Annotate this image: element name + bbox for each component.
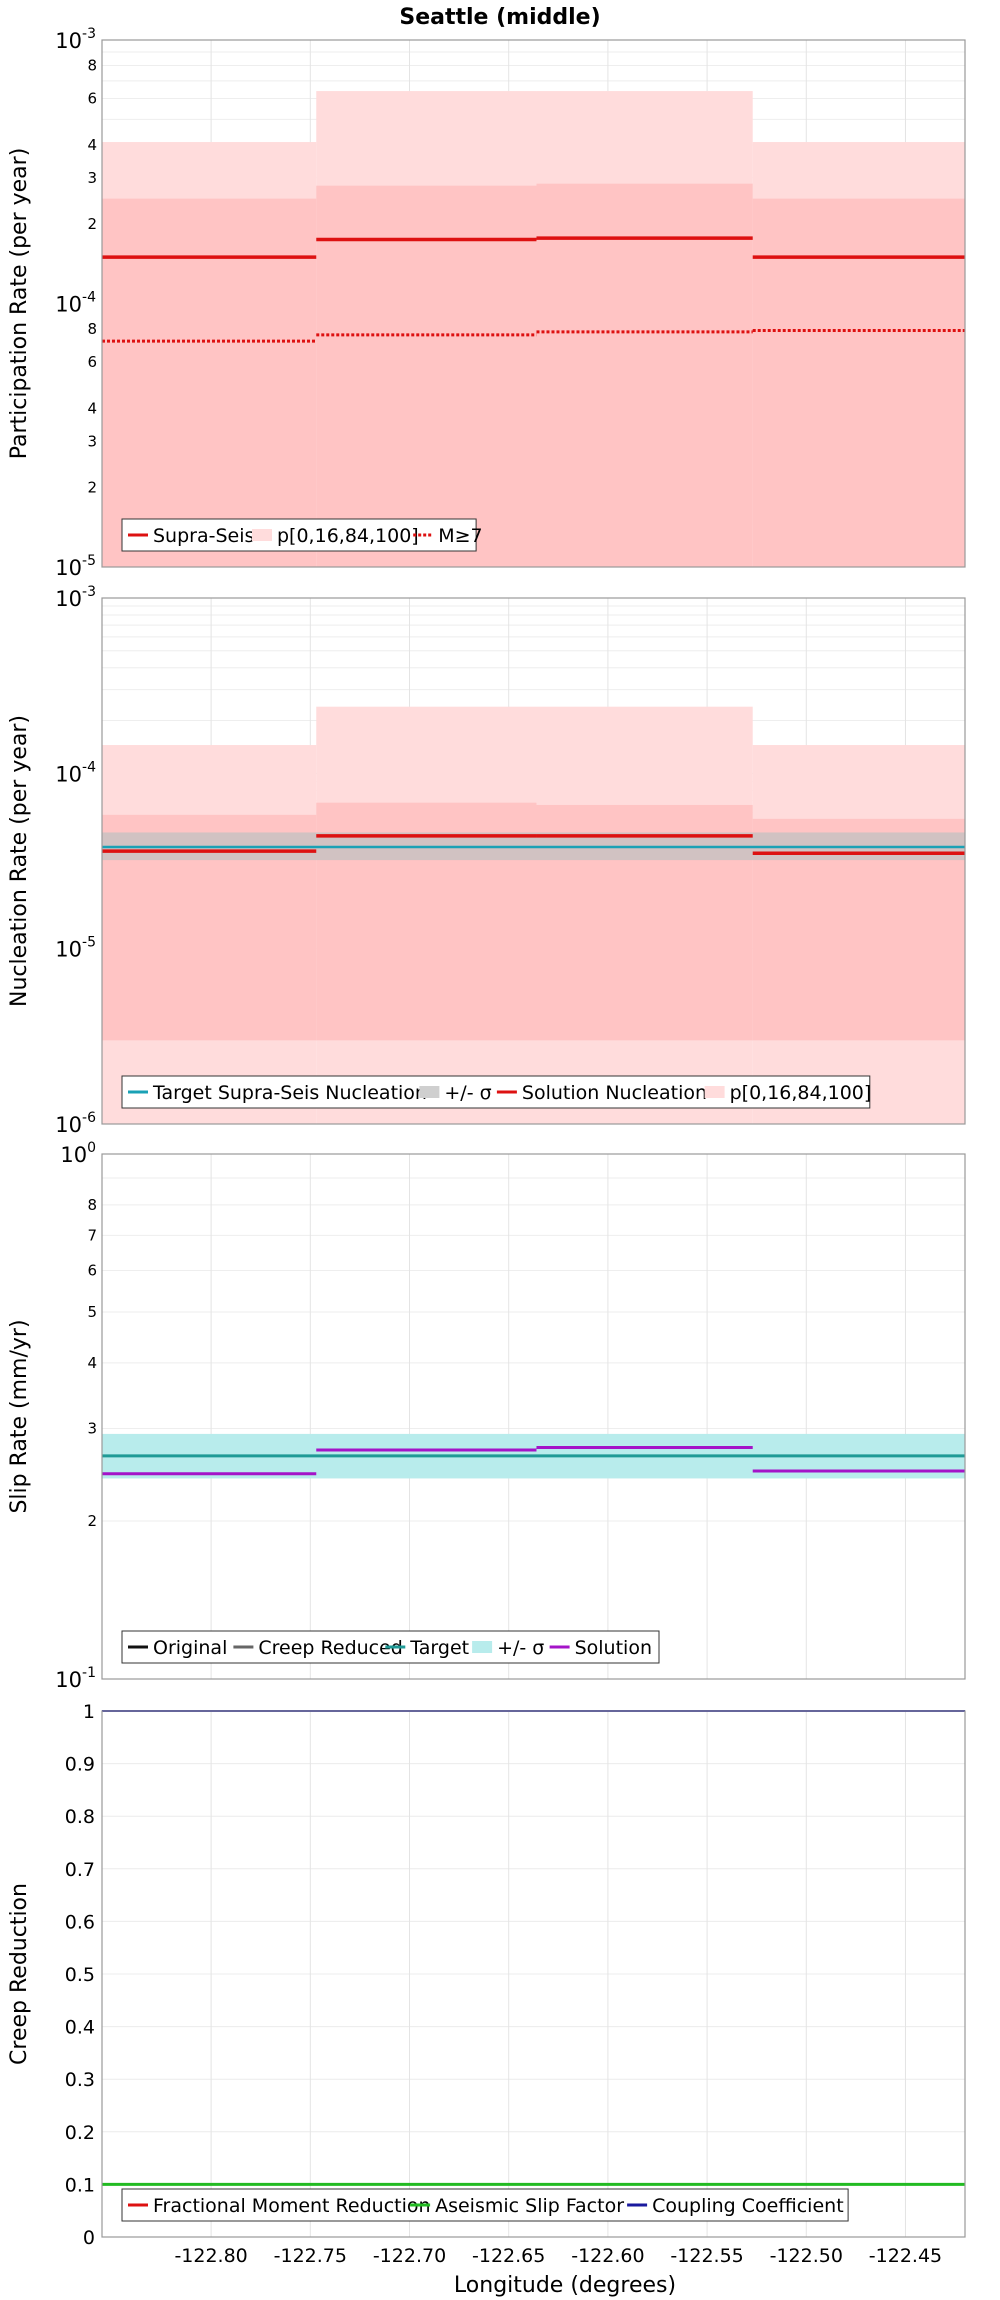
x-tick-label: -122.45 (869, 2245, 942, 2267)
y-axis-label: Slip Rate (mm/yr) (7, 1319, 32, 1513)
y-tick-label: 0.6 (65, 1911, 95, 1933)
y-tick-label: 4 (87, 136, 97, 154)
band-inner (536, 183, 753, 567)
y-tick-label: 7 (87, 1226, 97, 1244)
legend-box (121, 1075, 871, 1109)
y-tick-label: 0.8 (65, 1806, 95, 1828)
legend-swatch (704, 1086, 725, 1098)
legend-label: Original (153, 1637, 227, 1659)
y-axis-label: Participation Rate (per year) (7, 148, 32, 460)
y-tick-label: 0 (83, 2227, 95, 2249)
plot-border (101, 597, 966, 1125)
y-tick-label: 4 (87, 1354, 97, 1372)
y-tick-label: 6 (87, 353, 97, 371)
y-tick-label: 2 (87, 479, 97, 497)
panel-creep: 0 0.1 0.2 0.3 0.4 0.5 0.6 0.7 0.8 0.9 1 Creep Reduc… (7, 1701, 966, 2249)
legend-swatch (472, 1641, 493, 1653)
plot-border (101, 1153, 966, 1680)
panel-participation: 10-3 10-4 10-5 8 6 4 3 2 8 6 4 3 2 Participation Rate… (7, 26, 966, 580)
legend-label: Coupling Coefficient (652, 2195, 844, 2217)
legend-box (121, 2188, 849, 2222)
y-tick-label: 10-1 (55, 1665, 96, 1692)
y-tick-label: 3 (87, 432, 97, 450)
y-tick-label: 10-6 (55, 1110, 96, 1137)
legend-swatch (419, 1086, 440, 1098)
y-tick-label: 10-4 (55, 759, 96, 786)
y-tick-label: 10-5 (55, 553, 96, 580)
band-inner (752, 198, 965, 567)
y-axis-label: Creep Reduction (7, 1883, 32, 2065)
legend-label: Target (409, 1637, 469, 1659)
legend: Original Creep Reduced Target +/- σ Solution (121, 1630, 660, 1664)
y-tick-label: 0.3 (65, 2069, 95, 2091)
y-tick-label: 0.2 (65, 2122, 95, 2144)
y-tick-label: 0.5 (65, 1964, 95, 1986)
y-tick-label: 0.4 (65, 2017, 95, 2039)
legend-label: M≥7 (438, 525, 482, 547)
y-axis-label: Nucleation Rate (per year) (7, 715, 32, 1007)
y-tick-label: 0.9 (65, 1754, 95, 1776)
band-inner (102, 198, 317, 567)
x-tick-label: -122.50 (770, 2245, 843, 2267)
band-inner (316, 185, 537, 567)
y-tick-label: 8 (87, 57, 97, 75)
y-tick-label: 2 (87, 1512, 97, 1530)
legend: Fractional Moment Reduction Aseismic Slip… (121, 2188, 849, 2222)
x-tick-label: -122.65 (472, 2245, 545, 2267)
legend-label: Target Supra-Seis Nucleation (152, 1082, 427, 1104)
y-tick-label: 0.7 (65, 1859, 95, 1881)
legend-label: Aseismic Slip Factor (435, 2195, 624, 2217)
legend-label: Supra-Seis (153, 525, 254, 547)
y-tick-label: 0.1 (65, 2174, 95, 2196)
y-tick-label: 10-4 (55, 290, 96, 317)
y-tick-label: 8 (87, 320, 97, 338)
x-axis-label: Longitude (degrees) (454, 2273, 676, 2298)
y-tick-label: 1 (83, 1701, 95, 1723)
legend-label: Solution (575, 1637, 652, 1659)
x-tick-label: -122.60 (571, 2245, 644, 2267)
legend-swatch (252, 529, 272, 541)
y-tick-label: 2 (87, 215, 97, 233)
y-tick-label: 10-3 (55, 26, 96, 53)
legend-label: Fractional Moment Reduction (153, 2195, 431, 2217)
panel-slip: 100 8 7 6 5 4 3 2 10-1 Slip Rate (mm/yr) Original C… (7, 1140, 966, 1692)
panel-nucleation: 10-3 10-4 10-5 10-6 Nucleation Rate (per yea… (7, 584, 966, 1137)
x-axis: -122.80 -122.75 -122.70 -122.65 -122.60 -122.… (174, 2245, 942, 2267)
x-tick-label: -122.70 (373, 2245, 446, 2267)
y-tick-label: 100 (60, 1140, 96, 1167)
legend-label: +/- σ (444, 1082, 491, 1104)
y-tick-label: 4 (87, 399, 97, 417)
plot-border (101, 39, 966, 568)
legend: Target Supra-Seis Nucleation +/- σ Solutio… (121, 1075, 872, 1109)
legend-box (121, 518, 477, 552)
legend-label: Solution Nucleation (522, 1082, 707, 1104)
x-tick-label: -122.75 (274, 2245, 347, 2267)
y-tick-label: 6 (87, 1261, 97, 1279)
x-tick-label: -122.55 (670, 2245, 743, 2267)
y-tick-label: 10-5 (55, 935, 96, 962)
legend-label: p[0,16,84,100] (730, 1082, 872, 1104)
legend-label: p[0,16,84,100] (277, 525, 419, 547)
chart-title: Seattle (middle) (399, 5, 600, 30)
plot-area (102, 1154, 965, 1679)
y-tick-label: 6 (87, 89, 97, 107)
y-tick-label: 3 (87, 169, 97, 187)
y-tick-label: 10-3 (55, 584, 96, 611)
legend-label: +/- σ (497, 1637, 544, 1659)
y-tick-label: 8 (87, 1196, 97, 1214)
x-tick-label: -122.80 (174, 2245, 247, 2267)
plot-border (101, 1710, 966, 2238)
chart-panels: 10-3 10-4 10-5 8 6 4 3 2 8 6 4 3 2 Participation Rate… (7, 26, 966, 2249)
y-tick-label: 5 (87, 1303, 97, 1321)
y-tick-label: 3 (87, 1420, 97, 1438)
legend-label: Creep Reduced (258, 1637, 402, 1659)
legend: Supra-Seis p[0,16,84,100] M≥7 (121, 518, 483, 552)
